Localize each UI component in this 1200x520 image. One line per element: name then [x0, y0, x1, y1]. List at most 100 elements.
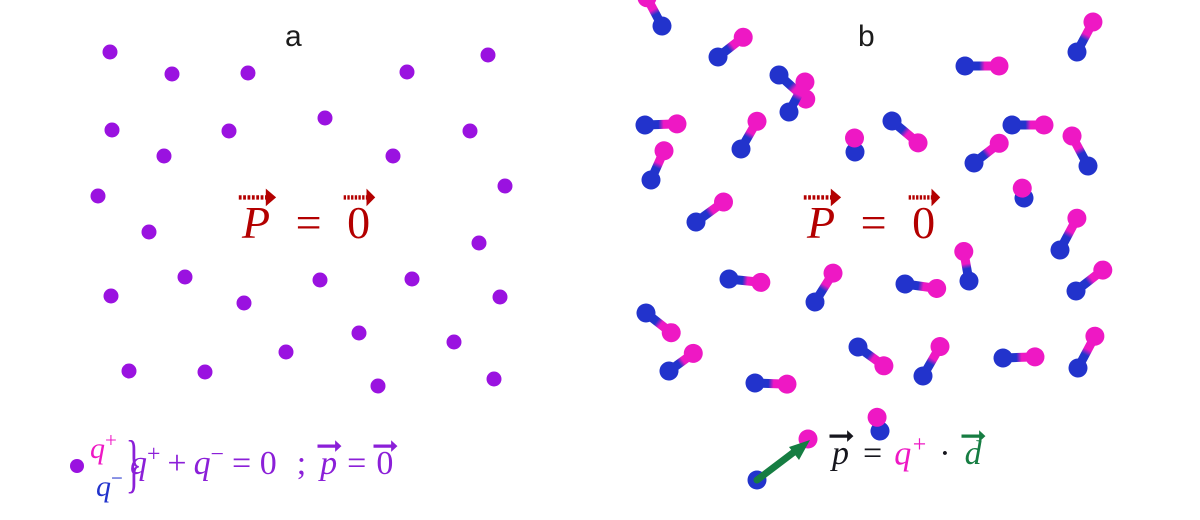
vector-zero-symbol: 0 [344, 188, 376, 248]
dipole-molecule [910, 333, 953, 389]
monopole-charge [236, 295, 252, 311]
panel-b-polar: b P = 0 p = q+ · d [600, 0, 1200, 520]
negative-charge-dot [635, 115, 655, 135]
negative-charge-dot [1002, 115, 1022, 135]
monopole-charge [141, 224, 157, 240]
sum-term-1-superscript: + [147, 441, 161, 468]
green-dipole-arrow-icon [740, 420, 830, 500]
dipole-molecule [993, 347, 1045, 368]
equals-sign: = [860, 197, 888, 248]
monopole-charge [104, 122, 120, 138]
monopole-charge [492, 289, 508, 305]
vector-d-letter: d [964, 435, 982, 473]
dipole-molecule [960, 129, 1013, 177]
monopole-charge [102, 44, 118, 60]
monopole-charge [317, 110, 333, 126]
dipole-molecule [635, 114, 687, 135]
vector-zero-symbol: 0 [373, 439, 398, 482]
monopole-charge [221, 123, 237, 139]
negative-charge-dot [718, 268, 740, 290]
monopole-charge [497, 178, 513, 194]
charge-pair-brace-group: q+ q− } [90, 430, 142, 503]
vector-zero-letter: 0 [376, 444, 394, 482]
negative-charge-dot [957, 269, 981, 293]
demo-d-vector-arrow [753, 440, 810, 484]
vector-p-letter: p [320, 444, 338, 482]
monopole-charge [278, 344, 294, 360]
dipole-bond [1012, 120, 1044, 130]
negative-charge-dot [993, 348, 1013, 368]
monopole-charge [370, 378, 386, 394]
dipole-molecule [632, 299, 685, 347]
dipole-molecule [728, 108, 770, 162]
dipole-molecule [1059, 123, 1101, 179]
negative-charge-dot [894, 273, 916, 295]
positive-charge-dot [667, 114, 687, 134]
dipole-molecule [801, 260, 847, 316]
q-plus-superscript: + [911, 432, 928, 458]
charge-q-plus-label: q [894, 435, 912, 473]
vector-zero-letter: 0 [347, 197, 372, 248]
dipole-molecule [1065, 323, 1108, 381]
legend-separator: ; [296, 444, 307, 482]
dipole-molecule [718, 268, 772, 293]
dipole-bond [965, 61, 999, 71]
equals-sign: = [295, 197, 323, 248]
q-plus-superscript: + [105, 428, 117, 452]
monopole-charge [156, 148, 172, 164]
monopole-charge [446, 334, 462, 350]
monopole-charge [399, 64, 415, 80]
plus-operator: + [167, 444, 187, 482]
monopole-charge [404, 271, 420, 287]
vector-P-symbol: P [238, 188, 277, 248]
legend-equals-sign: = [863, 435, 883, 473]
dipole-molecule [638, 138, 677, 193]
monopole-charge [197, 364, 213, 380]
vector-zero-letter: 0 [912, 197, 937, 248]
monopole-charge [177, 269, 193, 285]
positive-charge-dot [1034, 115, 1054, 135]
panel-a-label: a [285, 20, 302, 53]
vector-P-letter: P [242, 197, 272, 248]
dipole-molecule [878, 107, 932, 157]
dipole-molecule [1002, 115, 1054, 135]
vector-zero-symbol: 0 [909, 188, 941, 248]
dipole-molecule [1064, 9, 1106, 65]
vector-p-letter: p [832, 435, 849, 473]
negative-charge-dot [955, 56, 975, 76]
monopole-charge [90, 188, 106, 204]
vector-P-letter: P [807, 197, 837, 248]
dipole-molecule [745, 373, 797, 394]
dipole-molecule [865, 406, 892, 443]
dipole-molecule [655, 340, 707, 385]
monopole-charge [121, 363, 137, 379]
panel-a-legend: q+ q− } q+ + q− = 0; p = 0 [70, 430, 398, 503]
dipole-molecule [1047, 205, 1090, 263]
vector-P-symbol: P [803, 188, 842, 248]
dipole-molecule [844, 333, 898, 380]
panel-a-nonpolar: a P = 0 q+ q− } q+ + q− = 0; p = 0 [70, 20, 513, 503]
dot-operator: · [939, 435, 951, 473]
monopole-charge [351, 325, 367, 341]
monopole-charge [471, 235, 487, 251]
vector-p-symbol: p [317, 439, 342, 482]
monopole-charge [312, 272, 328, 288]
dipole-molecule [1011, 177, 1036, 210]
legend-equals-sign: = [347, 444, 367, 482]
dipole-molecule [682, 188, 737, 236]
monopole-charge [103, 288, 119, 304]
positive-charge-dot [952, 240, 975, 263]
monopole-charge [385, 148, 401, 164]
sum-term-1: q [130, 444, 147, 482]
negative-charge-dot [745, 373, 765, 393]
brace-icon: } [125, 429, 142, 501]
monopole-charge [480, 47, 496, 63]
dipole-molecule [955, 56, 1009, 76]
dipole-molecule [634, 0, 675, 39]
charge-q-minus-label: q− [96, 466, 123, 503]
dipole-molecule [894, 273, 948, 300]
monopole-charge [240, 65, 256, 81]
positive-charge-dot [777, 374, 797, 394]
q-minus-superscript: − [111, 466, 123, 490]
